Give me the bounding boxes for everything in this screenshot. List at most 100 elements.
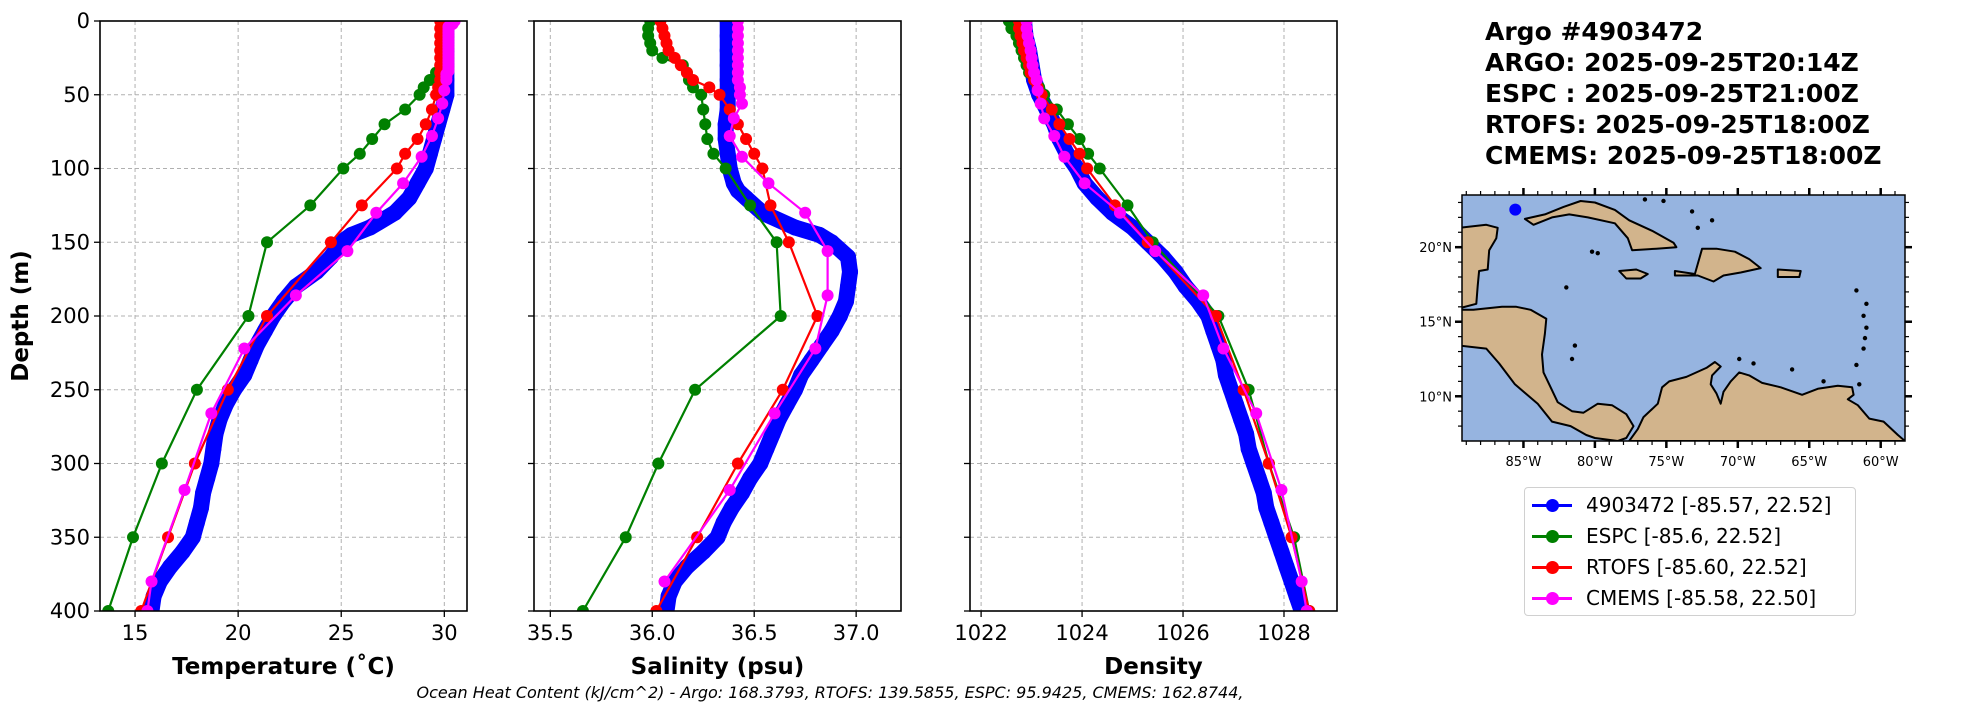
island bbox=[1861, 346, 1866, 351]
data-point-espc bbox=[699, 118, 712, 131]
data-point-argo bbox=[174, 544, 191, 560]
data-point-espc bbox=[719, 162, 732, 175]
panel-salinity: 35.5 36.0 36.5 37.0 Salinity (psu) bbox=[527, 20, 902, 680]
float-position-marker bbox=[1509, 203, 1522, 216]
data-point-rtofs bbox=[776, 383, 789, 396]
data-point-cmems bbox=[821, 289, 834, 302]
data-point-argo bbox=[193, 499, 210, 516]
data-point-rtofs bbox=[1053, 118, 1066, 131]
data-point-espc bbox=[102, 605, 115, 611]
x-tick-label: 35.5 bbox=[527, 621, 574, 645]
data-point-argo bbox=[709, 529, 726, 546]
series-group bbox=[1002, 21, 1316, 611]
data-point-cmems bbox=[141, 605, 154, 611]
data-point-espc bbox=[1121, 199, 1134, 212]
map-lat-label: 10°N bbox=[1419, 390, 1452, 405]
map-lat-label: 20°N bbox=[1419, 241, 1452, 256]
map-lon-label: 85°W bbox=[1505, 455, 1541, 470]
data-point-argo bbox=[1217, 367, 1234, 383]
data-point-rtofs bbox=[399, 147, 412, 160]
data-point-rtofs bbox=[1063, 133, 1076, 145]
data-point-cmems bbox=[727, 112, 740, 125]
data-point-espc bbox=[576, 605, 589, 611]
x-tick-label: 1026 bbox=[1156, 621, 1209, 645]
data-point-espc bbox=[774, 310, 787, 322]
data-point-argo bbox=[308, 263, 325, 280]
island bbox=[1709, 218, 1715, 223]
data-point-rtofs bbox=[650, 605, 663, 611]
land-yucatan bbox=[1462, 223, 1499, 309]
y-tick-label: 400 bbox=[50, 599, 90, 623]
island bbox=[1864, 325, 1869, 330]
data-point-espc bbox=[304, 199, 317, 212]
data-point-argo bbox=[719, 57, 736, 74]
data-point-espc bbox=[1061, 118, 1074, 131]
island bbox=[1861, 313, 1866, 318]
y-tick-label: 50 bbox=[63, 83, 90, 107]
map-frame bbox=[1461, 194, 1906, 442]
data-point-cmems bbox=[658, 575, 671, 588]
data-point-espc bbox=[399, 103, 412, 116]
x-tick-label: 1024 bbox=[1055, 621, 1108, 645]
data-point-argo bbox=[764, 426, 781, 442]
data-point-cmems bbox=[205, 407, 218, 420]
island bbox=[1821, 379, 1826, 384]
y-tick-label: 100 bbox=[50, 157, 90, 181]
panel-density: 1022 1024 1026 1028 Density bbox=[954, 20, 1338, 680]
data-point-argo bbox=[1255, 485, 1272, 501]
x-tick-label: 36.5 bbox=[731, 621, 778, 645]
data-point-argo bbox=[733, 485, 750, 501]
land-hispaniola bbox=[1673, 247, 1762, 283]
data-point-cmems bbox=[1300, 605, 1313, 611]
land-central-america bbox=[1462, 305, 1635, 441]
data-point-espc bbox=[646, 44, 659, 57]
data-point-argo bbox=[660, 588, 677, 605]
x-tick-label: 37.0 bbox=[833, 621, 880, 645]
data-point-espc bbox=[701, 133, 714, 145]
data-point-espc bbox=[1073, 133, 1086, 145]
data-point-argo bbox=[837, 293, 854, 310]
x-axis-label: Salinity (psu) bbox=[631, 654, 805, 680]
map-lat-label: 15°N bbox=[1419, 316, 1452, 331]
data-point-espc bbox=[242, 310, 255, 322]
data-point-argo bbox=[1069, 160, 1086, 177]
data-point-rtofs bbox=[687, 74, 700, 86]
island bbox=[1564, 285, 1569, 290]
data-point-espc bbox=[337, 162, 350, 175]
data-point-argo bbox=[1268, 529, 1285, 546]
island bbox=[1689, 209, 1695, 214]
data-point-espc bbox=[155, 457, 168, 470]
data-point-argo bbox=[401, 190, 418, 206]
island bbox=[1789, 367, 1795, 372]
land-puerto-rico bbox=[1776, 268, 1802, 278]
data-point-argo bbox=[831, 308, 848, 324]
data-point-argo bbox=[752, 455, 769, 472]
data-point-cmems bbox=[799, 206, 812, 219]
data-point-argo bbox=[203, 455, 220, 472]
x-tick-label: 30 bbox=[431, 621, 458, 645]
data-point-argo bbox=[1238, 426, 1255, 442]
data-point-argo bbox=[287, 278, 304, 295]
data-point-argo bbox=[719, 21, 736, 29]
title-argo-time: ARGO: 2025-09-25T20:14Z bbox=[1485, 48, 1859, 77]
data-point-argo bbox=[839, 249, 856, 265]
data-point-argo bbox=[1222, 381, 1239, 398]
data-point-cmems bbox=[809, 342, 822, 355]
data-point-espc bbox=[697, 103, 710, 116]
data-point-cmems bbox=[397, 177, 410, 190]
legend-marker-espc bbox=[1532, 521, 1576, 551]
legend-label-cmems: CMEMS [-85.58, 22.50] bbox=[1586, 586, 1817, 610]
data-point-argo bbox=[842, 263, 859, 280]
data-point-cmems bbox=[438, 84, 451, 97]
land-jamaica bbox=[1618, 268, 1649, 280]
data-point-cmems bbox=[1078, 177, 1091, 190]
data-point-espc bbox=[1082, 147, 1095, 160]
x-axis-label: Density bbox=[1104, 654, 1203, 680]
data-point-espc bbox=[652, 457, 665, 470]
data-point-argo bbox=[409, 175, 426, 192]
data-point-cmems bbox=[1149, 245, 1162, 258]
map-lon-label: 60°W bbox=[1863, 455, 1899, 470]
data-point-argo bbox=[217, 396, 234, 413]
data-point-argo bbox=[1089, 190, 1106, 206]
